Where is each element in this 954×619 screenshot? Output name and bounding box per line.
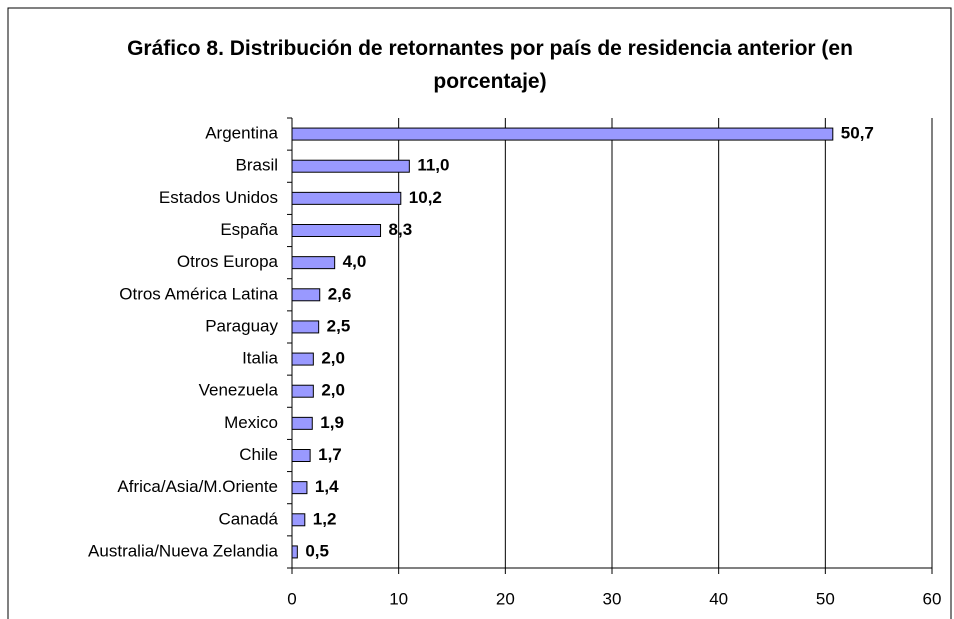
y-tick-label: Canadá <box>218 509 278 528</box>
bar <box>291 384 314 398</box>
value-label: 1,9 <box>320 413 344 432</box>
bar <box>291 416 313 430</box>
y-tick-label: España <box>220 220 278 239</box>
value-label: 11,0 <box>417 156 449 175</box>
y-tick-label: Argentina <box>205 124 278 143</box>
x-tick-label: 30 <box>603 589 622 608</box>
value-label: 2,0 <box>321 349 345 368</box>
x-tick-label: 20 <box>496 589 515 608</box>
bar <box>291 352 314 366</box>
value-label: 4,0 <box>343 252 367 271</box>
bar <box>291 127 834 141</box>
y-tick-label: Paraguay <box>205 316 278 335</box>
y-tick-label: Estados Unidos <box>159 188 278 207</box>
bar <box>291 159 410 173</box>
value-label: 50,7 <box>841 124 874 143</box>
bar <box>291 513 306 527</box>
y-tick-label: Brasil <box>235 156 278 175</box>
y-tick-label: Africa/Asia/M.Oriente <box>117 477 278 496</box>
bar <box>291 481 308 495</box>
x-tick-label: 50 <box>816 589 835 608</box>
y-tick-label: Otros Europa <box>177 252 279 271</box>
bar <box>291 256 336 270</box>
y-tick-label: Venezuela <box>199 381 279 400</box>
value-label: 1,4 <box>315 477 339 496</box>
bar <box>291 288 321 302</box>
bar <box>291 191 402 205</box>
chart-title: Gráfico 8. Distribución de retornantes p… <box>127 37 853 93</box>
value-label: 2,6 <box>328 284 352 303</box>
x-tick-label: 60 <box>923 589 942 608</box>
value-label: 1,7 <box>318 445 342 464</box>
y-tick-label: Otros América Latina <box>119 284 278 303</box>
y-tick-label: Australia/Nueva Zelandia <box>88 541 278 560</box>
bar <box>291 545 298 559</box>
bar <box>291 320 320 334</box>
value-label: 8,3 <box>389 220 413 239</box>
y-tick-label: Chile <box>239 445 278 464</box>
x-tick-label: 40 <box>709 589 728 608</box>
bar <box>291 449 311 462</box>
value-label: 1,2 <box>313 509 337 528</box>
value-label: 2,0 <box>321 381 345 400</box>
y-tick-label: Mexico <box>224 413 278 432</box>
value-label: 0,5 <box>305 541 329 560</box>
y-tick-label: Italia <box>242 349 278 368</box>
bar <box>291 224 382 237</box>
value-label: 10,2 <box>409 188 442 207</box>
x-tick-label: 0 <box>287 589 296 608</box>
chart-frame <box>7 7 952 619</box>
x-tick-label: 10 <box>389 589 408 608</box>
value-label: 2,5 <box>327 316 351 335</box>
